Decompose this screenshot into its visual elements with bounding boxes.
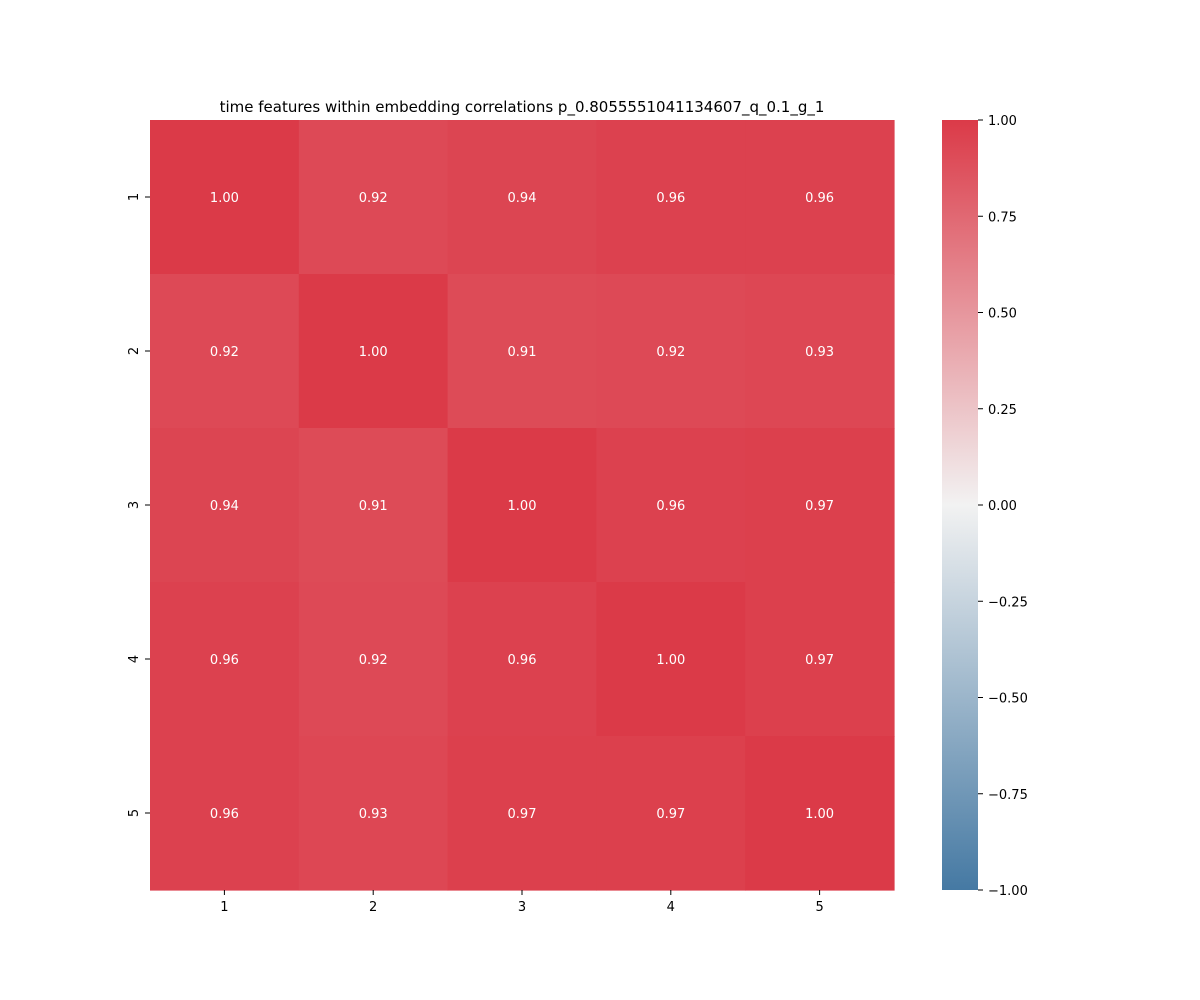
cell-value-label: 1.00 bbox=[210, 191, 239, 206]
cell-value-label: 0.96 bbox=[656, 191, 685, 206]
cell-value-label: 1.00 bbox=[508, 499, 537, 514]
cell-value-label: 0.96 bbox=[656, 499, 685, 514]
x-tick-label: 5 bbox=[815, 900, 823, 915]
colorbar-tick-label: 1.00 bbox=[988, 114, 1017, 129]
cell-value-label: 0.93 bbox=[805, 345, 834, 360]
colorbar-tick-label: −0.25 bbox=[988, 595, 1028, 610]
x-tick-label: 3 bbox=[518, 900, 526, 915]
cell-value-label: 0.93 bbox=[359, 807, 388, 822]
heatmap-cell bbox=[596, 736, 746, 891]
y-tick-label: 2 bbox=[127, 347, 142, 355]
x-tick-label: 1 bbox=[220, 900, 228, 915]
y-tick-label: 3 bbox=[127, 501, 142, 509]
cell-value-label: 0.94 bbox=[508, 191, 537, 206]
x-tick-label: 2 bbox=[369, 900, 377, 915]
cell-value-label: 0.92 bbox=[210, 345, 239, 360]
heatmap-cell bbox=[447, 736, 597, 891]
cell-value-label: 0.92 bbox=[656, 345, 685, 360]
heatmap-cell bbox=[150, 428, 300, 583]
heatmap-cell bbox=[150, 274, 300, 429]
heatmap-cell bbox=[745, 428, 895, 583]
heatmap-cell bbox=[745, 736, 895, 891]
heatmap-cell bbox=[150, 120, 300, 275]
cell-value-label: 0.96 bbox=[805, 191, 834, 206]
heatmap-cell bbox=[447, 274, 597, 429]
y-axis: 1 2 3 4 5 bbox=[127, 193, 150, 817]
heatmap-cell bbox=[150, 736, 300, 891]
colorbar-tick-label: 0.00 bbox=[988, 499, 1017, 514]
colorbar-tick-label: 0.25 bbox=[988, 403, 1017, 418]
x-tick-label: 4 bbox=[667, 900, 675, 915]
heatmap-cell bbox=[298, 428, 449, 583]
colorbar-tick-label: −0.75 bbox=[988, 788, 1028, 803]
heatmap-cell bbox=[298, 120, 449, 275]
y-tick-label: 1 bbox=[127, 193, 142, 201]
cell-value-label: 0.92 bbox=[359, 191, 388, 206]
cell-value-label: 1.00 bbox=[359, 345, 388, 360]
colorbar-tick-label: −1.00 bbox=[988, 884, 1028, 899]
cell-value-label: 0.97 bbox=[805, 653, 834, 668]
heatmap-cell bbox=[596, 582, 746, 737]
colorbar-tick-label: 0.50 bbox=[988, 307, 1017, 322]
cell-value-label: 0.97 bbox=[508, 807, 537, 822]
heatmap-cell bbox=[447, 428, 597, 583]
heatmap-cell bbox=[745, 274, 895, 429]
cell-value-label: 0.96 bbox=[210, 653, 239, 668]
heatmap-cells bbox=[150, 120, 895, 891]
cell-value-label: 1.00 bbox=[805, 807, 834, 822]
heatmap-cell bbox=[447, 582, 597, 737]
heatmap-cell bbox=[298, 274, 449, 429]
cell-value-label: 0.94 bbox=[210, 499, 239, 514]
heatmap-cell bbox=[596, 428, 746, 583]
colorbar-tick-label: 0.75 bbox=[988, 210, 1017, 225]
cell-value-label: 0.91 bbox=[508, 345, 537, 360]
cell-value-label: 0.97 bbox=[656, 807, 685, 822]
heatmap-cell bbox=[298, 736, 449, 891]
chart-title: time features within embedding correlati… bbox=[220, 98, 825, 117]
y-tick-label: 5 bbox=[127, 809, 142, 817]
cell-value-label: 0.96 bbox=[508, 653, 537, 668]
heatmap-cell bbox=[298, 582, 449, 737]
heatmap-cell bbox=[745, 582, 895, 737]
colorbar-gradient bbox=[942, 120, 978, 890]
cell-value-label: 0.96 bbox=[210, 807, 239, 822]
heatmap-cell bbox=[745, 120, 895, 275]
heatmap-cell bbox=[447, 120, 597, 275]
colorbar-tick-label: −0.50 bbox=[988, 692, 1028, 707]
heatmap-cell bbox=[596, 274, 746, 429]
y-tick-label: 4 bbox=[127, 655, 142, 663]
x-axis: 1 2 3 4 5 bbox=[220, 890, 824, 915]
cell-value-label: 0.92 bbox=[359, 653, 388, 668]
cell-value-label: 0.91 bbox=[359, 499, 388, 514]
cell-value-labels: 1.00 0.92 0.94 0.96 0.96 0.92 1.00 0.91 0.92 0.93… bbox=[210, 191, 834, 822]
cell-value-label: 1.00 bbox=[656, 653, 685, 668]
heatmap-cell bbox=[150, 582, 300, 737]
colorbar: 1.00 0.75 0.50 0.25 0.00 −0.25 −0.50 −0.75 −1.00 bbox=[942, 114, 1028, 899]
heatmap-cell bbox=[596, 120, 746, 275]
cell-value-label: 0.97 bbox=[805, 499, 834, 514]
